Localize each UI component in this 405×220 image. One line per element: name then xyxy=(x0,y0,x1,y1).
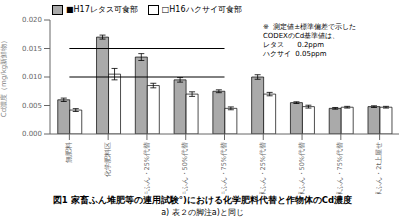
html-text:※ 測定値±標準偏差で示した CODEXのCd基準値は、 レ: ※ 測定値±標準偏差で示した CODEXのCd基準値は、 レタス 0.2ppm … xyxy=(262,23,357,58)
svg-text:豚ふん・2t上屋せ: 豚ふん・2t上屋せ xyxy=(375,142,383,194)
svg-text:0.000: 0.000 xyxy=(22,130,42,138)
html-text:a) 表２の脚注a)と同じ: a) 表２の脚注a)と同じ xyxy=(161,208,244,217)
svg-text:化学肥料区: 化学肥料区 xyxy=(104,142,112,177)
svg-text:Cd濃度（mg/kg新鮮物）: Cd濃度（mg/kg新鮮物） xyxy=(0,37,8,117)
svg-text:豚ふん・75%代替: 豚ふん・75%代替 xyxy=(336,142,344,194)
svg-text:牛ふん・25%代替: 牛ふん・25%代替 xyxy=(143,142,151,194)
html-text:図1 家畜ふん堆肥等の連用試験°)における化学肥料代替と作物: 図1 家畜ふん堆肥等の連用試験°)における化学肥料代替と作物体のCd濃度 xyxy=(52,195,353,205)
svg-text:0.020: 0.020 xyxy=(22,16,42,24)
svg-text:牛ふん・50%代替: 牛ふん・50%代替 xyxy=(181,142,189,194)
svg-text:無肥料: 無肥料 xyxy=(65,142,73,163)
svg-text:豚ふん・50%代替: 豚ふん・50%代替 xyxy=(298,142,306,194)
svg-text:0.010: 0.010 xyxy=(22,73,42,81)
html-text:□H16ハクサイ可食部: □H16ハクサイ可食部 xyxy=(161,5,242,14)
svg-text:0.005: 0.005 xyxy=(22,102,42,110)
html-text:■H17レタス可食部: ■H17レタス可食部 xyxy=(66,5,138,14)
svg-text:0.015: 0.015 xyxy=(22,45,42,53)
svg-text:豚ふん・25%代替: 豚ふん・25%代替 xyxy=(259,142,267,194)
svg-text:牛ふん・75%代替: 牛ふん・75%代替 xyxy=(220,142,228,194)
